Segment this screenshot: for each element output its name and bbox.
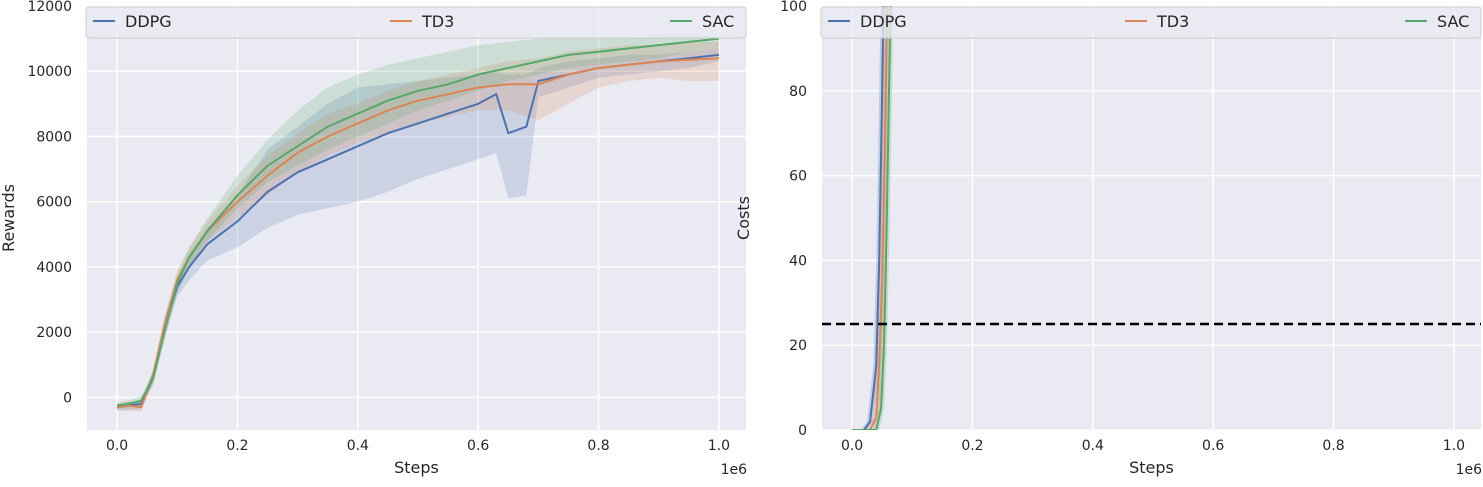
x-offset-label: 1e6 [1456,462,1483,478]
x-tick-label: 0.6 [1202,438,1224,454]
td3-legend-label: TD3 [1156,12,1189,31]
sac-confidence-band [117,35,719,409]
y-tick-label: 2000 [36,325,72,341]
ddpg-legend-label: DDPG [860,12,907,31]
x-tick-label: 0.0 [106,438,128,454]
y-tick-label: 6000 [36,195,72,211]
sac-legend-label: SAC [702,12,734,31]
y-tick-label: 4000 [36,260,72,276]
td3-series-line [852,6,889,430]
td3-series-line [116,57,719,409]
y-tick-label: 100 [780,0,807,15]
x-tick-label: 0.4 [1082,438,1104,454]
x-tick-label: 0.6 [467,438,489,454]
x-tick-label: 0.0 [841,438,863,454]
y-tick-label: 20 [789,338,807,354]
legend-box [820,6,1482,39]
sac-legend-label: SAC [1437,12,1469,31]
sac-series-line [852,6,892,430]
y-axis-label: Rewards [0,184,18,252]
legend: DDPG TD3 SAC [85,6,747,39]
y-tick-label: 0 [798,423,807,439]
y-tick-label: 0 [63,390,72,406]
x-offset-label: 1e6 [721,462,748,478]
x-tick-label: 1.0 [708,438,730,454]
chart-panel-2: 0.0 0.2 0.4 0.6 0.8 1.0 0 20 40 60 80 100 Steps Costs… [734,0,1482,478]
legend: DDPG TD3 SAC [820,6,1482,39]
td3-legend-label: TD3 [421,12,454,31]
x-tick-label: 0.8 [1322,438,1344,454]
y-tick-label: 10000 [27,64,72,80]
x-tick-label: 1.0 [1443,438,1465,454]
y-tick-label: 8000 [36,129,72,145]
y-tick-label: 40 [789,253,807,269]
x-tick-label: 0.4 [347,438,369,454]
plot-area [822,6,1481,430]
plot-area [87,6,746,430]
legend-box [85,6,747,39]
x-axis-label: Steps [394,458,439,477]
x-tick-label: 0.2 [961,438,983,454]
data-layer [116,35,720,413]
td3-confidence-band [117,41,719,413]
x-tick-label: 0.2 [226,438,248,454]
chart-panel-1: 0.0 0.2 0.4 0.6 0.8 1.0 0 2000 4000 6000 8000 10000… [0,0,747,478]
data-layer [822,6,1481,430]
y-axis-label: Costs [734,196,753,240]
y-tick-label: 12000 [27,0,72,15]
ddpg-confidence-band [117,48,719,411]
x-axis-label: Steps [1129,458,1174,477]
y-tick-label: 80 [789,84,807,100]
sac-series-line [116,37,720,407]
y-tick-label: 60 [789,169,807,185]
ddpg-series-line [852,6,885,430]
ddpg-legend-label: DDPG [125,12,172,31]
x-tick-label: 0.8 [587,438,609,454]
